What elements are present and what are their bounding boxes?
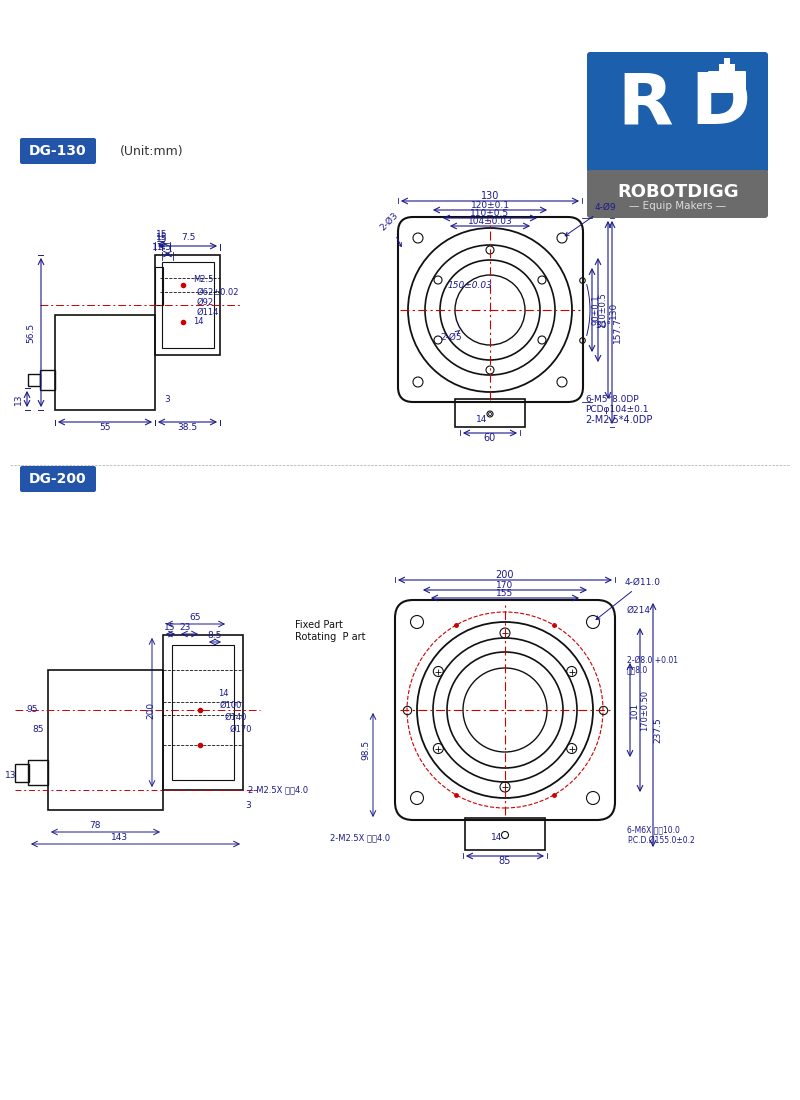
Text: 98.5: 98.5 [361, 740, 370, 760]
Text: Ø100: Ø100 [220, 701, 242, 710]
Bar [40, 370, 55, 390]
Text: 120±0.1: 120±0.1 [470, 200, 510, 209]
Bar [163, 635, 243, 790]
Text: 14: 14 [476, 416, 487, 425]
Text: 13: 13 [14, 394, 22, 405]
Text: 157.7: 157.7 [613, 317, 622, 343]
Bar [455, 399, 525, 427]
Text: PCDφ104±0.1: PCDφ104±0.1 [585, 406, 649, 415]
Text: 深度8.0: 深度8.0 [627, 666, 648, 674]
Text: 3: 3 [164, 396, 170, 405]
Text: 30°: 30° [595, 320, 611, 330]
Bar [724, 58, 730, 64]
Text: 15: 15 [164, 623, 176, 632]
Text: P.C.D.Ø155.0±0.2: P.C.D.Ø155.0±0.2 [627, 836, 694, 845]
Text: 55: 55 [99, 424, 110, 432]
FancyBboxPatch shape [20, 466, 96, 492]
Text: Ø62±0.02: Ø62±0.02 [197, 287, 239, 297]
FancyBboxPatch shape [20, 138, 96, 164]
Text: 101: 101 [630, 702, 638, 718]
Text: 85: 85 [33, 726, 44, 735]
Text: 6-M5*8.0DP: 6-M5*8.0DP [585, 396, 638, 405]
Text: ROBOTDIGG: ROBOTDIGG [617, 183, 739, 201]
Text: 2-M2.5*4.0DP: 2-M2.5*4.0DP [585, 415, 652, 425]
Text: 2-M2.5X 深度4.0: 2-M2.5X 深度4.0 [330, 834, 390, 843]
Text: 2-Ø5: 2-Ø5 [440, 330, 462, 342]
Bar [28, 760, 48, 785]
Text: 6-M6X 深度10.0: 6-M6X 深度10.0 [627, 825, 680, 835]
Text: 170: 170 [496, 581, 514, 590]
Bar [48, 670, 163, 810]
Bar [15, 764, 29, 782]
Text: 3: 3 [245, 801, 251, 810]
Text: 200: 200 [146, 702, 155, 718]
Text: 95: 95 [26, 705, 38, 715]
Text: 15: 15 [156, 230, 168, 239]
Text: 15: 15 [156, 234, 168, 243]
Text: 65: 65 [190, 613, 201, 621]
Text: 200: 200 [496, 570, 514, 580]
Bar [172, 645, 234, 780]
Bar [28, 374, 40, 386]
Text: 237.5: 237.5 [654, 717, 662, 743]
Text: 2-Ø8.0 +0.01: 2-Ø8.0 +0.01 [627, 656, 678, 664]
Text: 11.5: 11.5 [152, 243, 172, 252]
Text: 14: 14 [218, 689, 229, 697]
Text: 150±0.03: 150±0.03 [447, 280, 493, 289]
Text: 60: 60 [484, 433, 496, 443]
Text: DG-200: DG-200 [29, 472, 87, 486]
Text: 56.5: 56.5 [26, 323, 35, 343]
Bar [155, 255, 220, 355]
Text: 38.5: 38.5 [177, 424, 197, 432]
Text: Ø170: Ø170 [230, 725, 253, 734]
FancyBboxPatch shape [708, 72, 746, 94]
Text: 4-Ø11.0: 4-Ø11.0 [596, 578, 661, 619]
Text: — Equip Makers —: — Equip Makers — [630, 201, 726, 211]
Text: 90±0.1: 90±0.1 [591, 295, 601, 326]
Text: Ø114: Ø114 [197, 308, 219, 317]
Text: 4-Ø9: 4-Ø9 [565, 204, 617, 235]
Text: 130: 130 [609, 301, 618, 319]
Text: 78: 78 [90, 821, 101, 830]
Text: 104±0.03: 104±0.03 [468, 217, 512, 226]
Text: D: D [690, 70, 750, 140]
Text: 143: 143 [111, 833, 129, 842]
Text: (Unit:mm): (Unit:mm) [120, 144, 184, 157]
Text: 170±0.50: 170±0.50 [641, 690, 650, 730]
Text: 8.5: 8.5 [208, 631, 222, 640]
Text: Ø214: Ø214 [627, 605, 651, 615]
Text: Fixed Part: Fixed Part [295, 620, 343, 630]
Text: 15: 15 [156, 233, 168, 242]
Text: 7.5: 7.5 [181, 233, 195, 242]
Bar [162, 262, 214, 348]
Text: R: R [617, 70, 673, 140]
Text: DG-130: DG-130 [29, 144, 87, 158]
Text: 2-Ø3: 2-Ø3 [378, 210, 402, 246]
Bar [155, 267, 163, 305]
Bar [719, 64, 735, 72]
Text: 130: 130 [481, 191, 499, 201]
Text: 13: 13 [5, 770, 16, 780]
Text: 14: 14 [193, 318, 203, 327]
FancyBboxPatch shape [587, 170, 768, 218]
Text: 155: 155 [496, 588, 514, 597]
Text: M2.5: M2.5 [193, 275, 214, 285]
Text: 2-M2.5X 深度4.0: 2-M2.5X 深度4.0 [248, 785, 308, 794]
Text: 110±0.5: 110±0.5 [470, 209, 510, 218]
Text: 14: 14 [490, 834, 502, 843]
Bar [55, 315, 155, 410]
Bar [465, 818, 545, 850]
FancyBboxPatch shape [587, 52, 768, 173]
Text: Rotating  P art: Rotating P art [295, 632, 366, 642]
Text: 85: 85 [499, 856, 511, 866]
Text: 110±0.5: 110±0.5 [598, 293, 607, 328]
Text: Ø92: Ø92 [197, 297, 214, 307]
Text: Ø140: Ø140 [225, 713, 247, 722]
Text: 23: 23 [179, 623, 190, 632]
